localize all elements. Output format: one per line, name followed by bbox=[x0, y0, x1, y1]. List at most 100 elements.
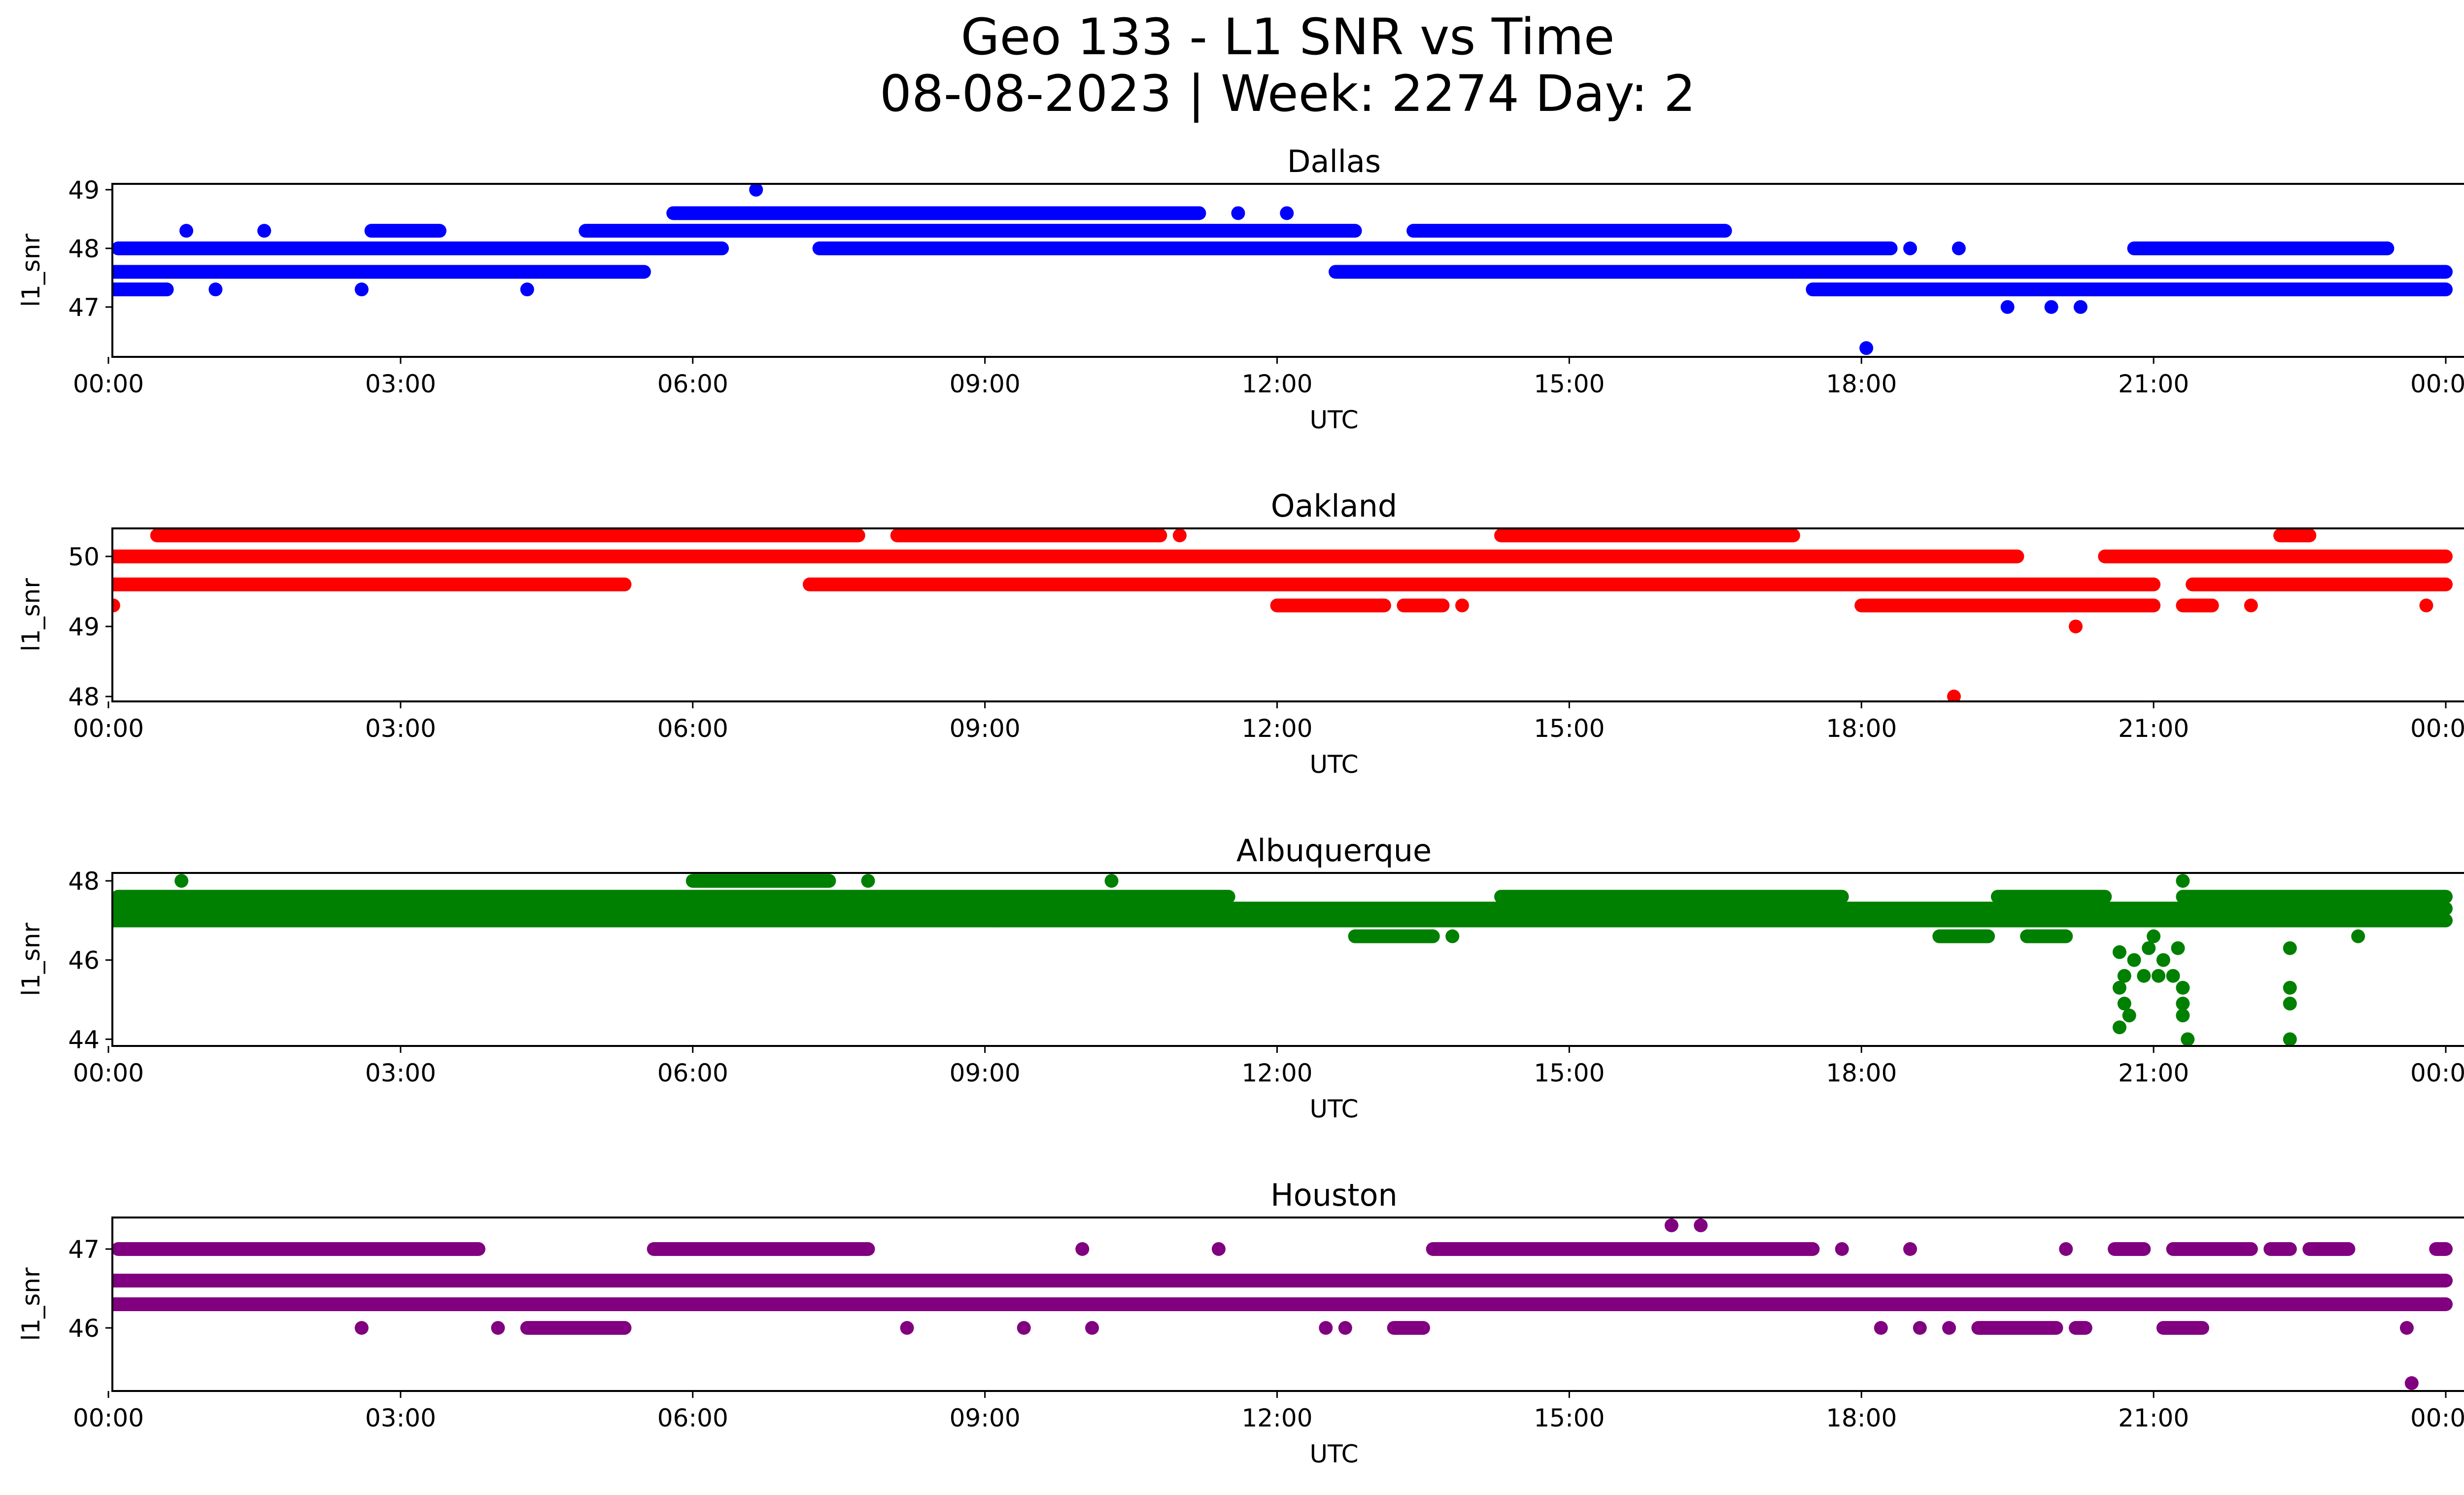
data-point bbox=[2181, 1032, 2195, 1046]
y-tick-label: 47 bbox=[68, 293, 100, 322]
data-point bbox=[2137, 969, 2151, 983]
data-point bbox=[1694, 1218, 1708, 1232]
x-tick-label: 09:00 bbox=[950, 370, 1021, 398]
data-point bbox=[900, 1321, 914, 1335]
data-point bbox=[1859, 341, 1874, 355]
data-point bbox=[1942, 1321, 1956, 1335]
data-point bbox=[2419, 598, 2433, 613]
data-point bbox=[1903, 1242, 1917, 1256]
data-point bbox=[2112, 980, 2126, 995]
data-point bbox=[2176, 1008, 2190, 1023]
series-dallas bbox=[112, 184, 2453, 355]
data-point bbox=[2112, 1020, 2126, 1035]
data-point bbox=[1903, 241, 1917, 255]
data-point bbox=[1172, 528, 1187, 543]
x-tick-label: 12:00 bbox=[1241, 714, 1312, 743]
x-tick-label: 15:00 bbox=[1534, 370, 1605, 398]
x-axis-label: UTC bbox=[1309, 1095, 1358, 1123]
data-point bbox=[2156, 953, 2170, 967]
data-point bbox=[749, 184, 763, 197]
x-tick-label: 15:00 bbox=[1534, 1404, 1605, 1432]
y-tick-label: 47 bbox=[68, 1235, 100, 1264]
x-tick-label: 21:00 bbox=[2118, 714, 2189, 743]
x-tick-label: 06:00 bbox=[657, 714, 728, 743]
data-point bbox=[2112, 945, 2126, 959]
x-tick-label: 12:00 bbox=[1241, 1404, 1312, 1432]
data-point bbox=[2399, 1321, 2414, 1335]
data-point bbox=[861, 874, 875, 888]
data-point bbox=[2283, 941, 2297, 955]
data-point bbox=[2283, 980, 2297, 995]
data-point bbox=[520, 282, 534, 297]
y-axis-label: l1_snr bbox=[17, 578, 45, 652]
data-point bbox=[354, 1321, 369, 1335]
panel-title: Oakland bbox=[1271, 488, 1398, 524]
data-point bbox=[257, 224, 272, 238]
data-point bbox=[2142, 941, 2156, 955]
data-point bbox=[2283, 997, 2297, 1011]
data-point bbox=[2176, 980, 2190, 995]
x-tick-label: 00:00 bbox=[73, 370, 144, 398]
figure-title: Geo 133 - L1 SNR vs Time bbox=[960, 8, 1615, 67]
x-tick-label: 18:00 bbox=[1826, 1059, 1897, 1087]
x-tick-label: 06:00 bbox=[657, 1404, 728, 1432]
x-tick-label: 09:00 bbox=[950, 714, 1021, 743]
x-tick-label: 06:00 bbox=[657, 1059, 728, 1087]
series-albuquerque bbox=[112, 874, 2453, 1046]
x-tick-label: 00:00 bbox=[73, 1404, 144, 1432]
figure-subtitle: 08-08-2023 | Week: 2274 Day: 2 bbox=[880, 65, 1696, 123]
x-tick-label: 12:00 bbox=[1241, 1059, 1312, 1087]
data-point bbox=[2000, 300, 2015, 314]
x-axis-label: UTC bbox=[1309, 406, 1358, 434]
data-point bbox=[2147, 929, 2161, 943]
y-axis-label: l1_snr bbox=[17, 1267, 45, 1341]
y-tick-label: 46 bbox=[68, 946, 100, 975]
data-point bbox=[354, 282, 369, 297]
data-point bbox=[2171, 941, 2185, 955]
y-tick-label: 50 bbox=[68, 543, 100, 571]
figure-title-block: Geo 133 - L1 SNR vs Time 08-08-2023 | We… bbox=[0, 9, 2464, 122]
x-tick-label: 03:00 bbox=[365, 714, 436, 743]
plot-frame bbox=[111, 1217, 2464, 1392]
data-point bbox=[1104, 874, 1119, 888]
series-oakland bbox=[112, 528, 2453, 701]
x-tick-label: 00:00 bbox=[73, 714, 144, 743]
chart-panel-dallas: Dallas 00:00 03:00 06:00 09:00 12:00 15:00 18:0… bbox=[17, 143, 2464, 434]
y-axis-label: l1_snr bbox=[17, 234, 45, 307]
data-point bbox=[1445, 929, 1460, 943]
data-point bbox=[174, 874, 189, 888]
data-point bbox=[2351, 929, 2365, 943]
y-tick-label: 49 bbox=[68, 613, 100, 641]
data-point bbox=[2404, 1376, 2419, 1390]
y-tick-label: 48 bbox=[68, 867, 100, 896]
data-point bbox=[1280, 206, 1294, 220]
data-point bbox=[2044, 300, 2058, 314]
y-tick-label: 48 bbox=[68, 235, 100, 263]
panel-title: Dallas bbox=[1287, 143, 1381, 179]
x-tick-label: 21:00 bbox=[2118, 1059, 2189, 1087]
data-point bbox=[491, 1321, 505, 1335]
x-tick-label: 06:00 bbox=[657, 370, 728, 398]
x-tick-label: 21:00 bbox=[2118, 370, 2189, 398]
data-point bbox=[1835, 1242, 1849, 1256]
plot-frame bbox=[111, 527, 2464, 702]
data-point bbox=[1913, 1321, 1927, 1335]
data-point bbox=[2283, 1032, 2297, 1046]
data-point bbox=[988, 913, 1002, 928]
data-point bbox=[2069, 619, 2083, 633]
panel-title: Houston bbox=[1270, 1177, 1398, 1213]
x-tick-label: 00:00 bbox=[2410, 1059, 2464, 1087]
data-point bbox=[2176, 997, 2190, 1011]
x-tick-label: 03:00 bbox=[365, 1059, 436, 1087]
data-point bbox=[1455, 598, 1469, 613]
data-point bbox=[2127, 953, 2141, 967]
data-point bbox=[1664, 1218, 1678, 1232]
x-tick-label: 21:00 bbox=[2118, 1404, 2189, 1432]
data-point bbox=[2176, 874, 2190, 888]
y-tick-label: 49 bbox=[68, 176, 100, 205]
data-point bbox=[179, 224, 194, 238]
data-point bbox=[2117, 997, 2131, 1011]
data-point bbox=[2166, 969, 2180, 983]
chart-panel-oakland: Oakland 00:00 03:00 06:00 09:00 12:00 15:00 18:… bbox=[17, 488, 2464, 779]
